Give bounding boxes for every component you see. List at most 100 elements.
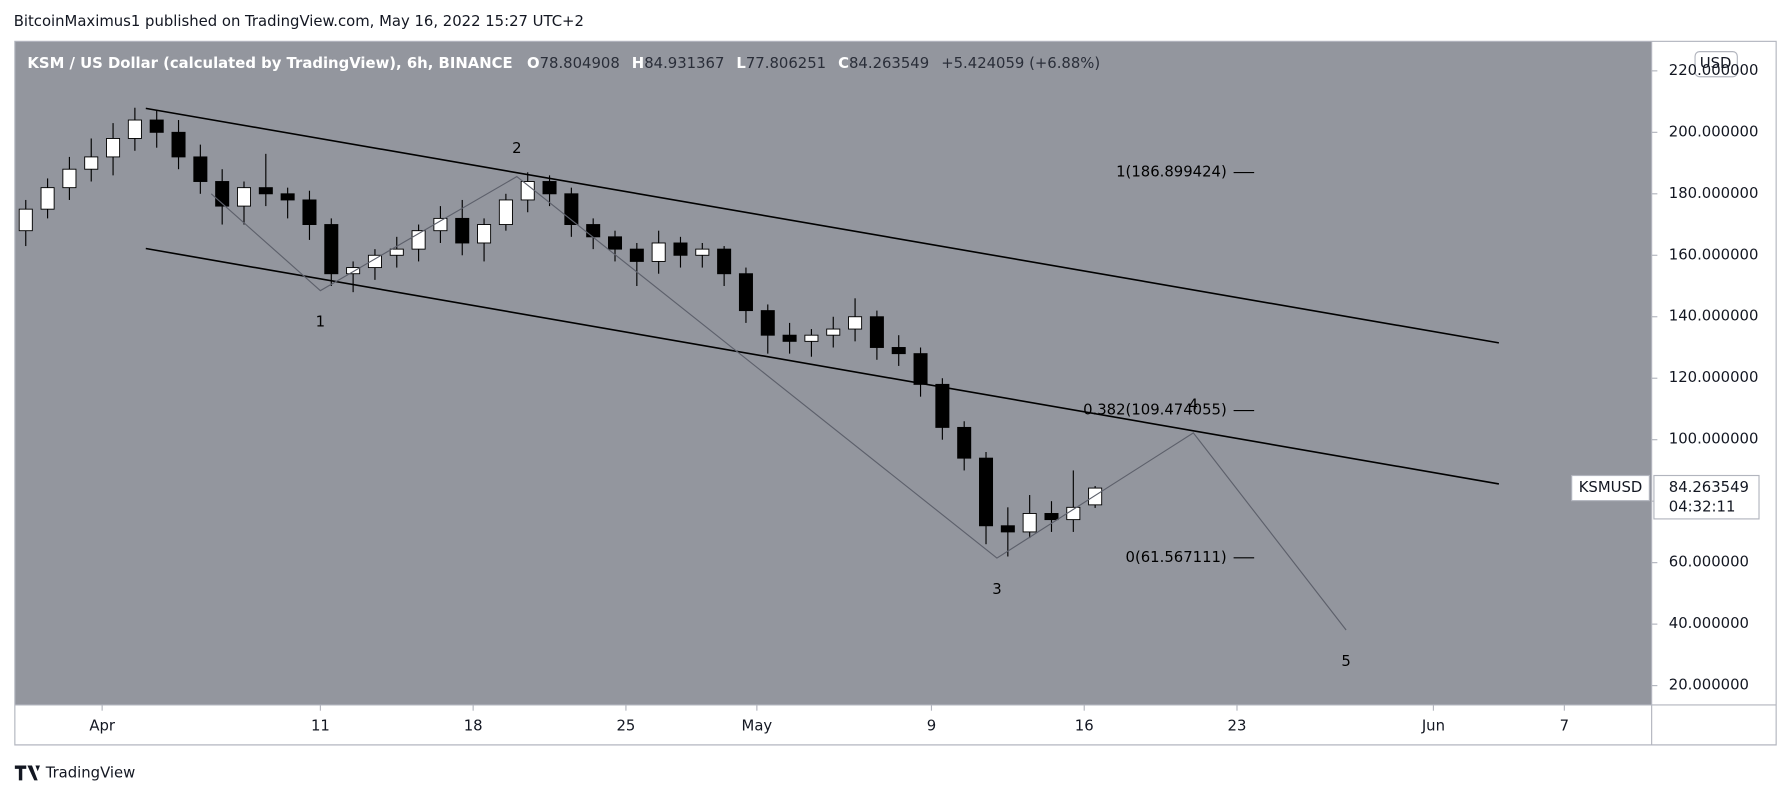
price-tag-label: 84.263549 [1669, 479, 1749, 496]
candle-body [324, 224, 339, 275]
logo: TradingView [14, 765, 136, 782]
candle-body [18, 208, 33, 232]
y-tick-label: 60.000000 [1669, 554, 1749, 571]
candle-body [1044, 513, 1059, 521]
open-value: 78.804908 [540, 55, 620, 72]
candle-body [738, 273, 753, 312]
y-tick-label: 20.000000 [1669, 677, 1749, 694]
candle-body [477, 224, 492, 244]
change-value: +5.424059 (+6.88%) [941, 55, 1100, 72]
candle-body [979, 457, 994, 527]
y-tick-label: 140.000000 [1669, 308, 1759, 325]
candle-body [193, 156, 208, 182]
currency[interactable]: USD [1700, 55, 1732, 72]
candle-body [367, 254, 382, 269]
candle-body [84, 156, 99, 170]
candle-body [935, 383, 950, 428]
chart-header: KSM / US Dollar (calculated by TradingVi… [27, 55, 1100, 72]
fib-label: 0(61.567111) [1126, 549, 1227, 566]
x-tick-label: 25 [616, 718, 635, 735]
candle-body [40, 187, 55, 210]
candle-body [62, 168, 77, 189]
candle-body [891, 347, 906, 355]
candle-body [651, 242, 666, 262]
candle-body [869, 316, 884, 348]
candle-body [215, 181, 230, 207]
currency-badge-box[interactable] [1694, 51, 1738, 78]
candle-body [957, 426, 972, 459]
candle-body [236, 187, 252, 207]
close-label: C [838, 55, 849, 72]
candle-body [760, 310, 775, 336]
y-tick-label: 120.000000 [1669, 369, 1759, 386]
candle-body [346, 267, 361, 275]
candle-body [149, 119, 164, 133]
candle-body [1088, 487, 1103, 506]
price-tag [1653, 474, 1760, 520]
high-label: H [632, 55, 644, 72]
candle-body [586, 224, 601, 238]
candle-body [1000, 525, 1015, 533]
close-value: 84.263549 [849, 55, 929, 72]
wave-path [210, 175, 1347, 631]
plot-area [14, 41, 1652, 705]
candle-body [498, 199, 513, 225]
x-tick-label: Jun [1421, 718, 1445, 735]
y-tick-label: 200.000000 [1669, 123, 1759, 140]
candle-body [826, 328, 841, 336]
candle-body [608, 236, 623, 250]
candle-body [520, 181, 535, 201]
trend-line [145, 107, 1500, 344]
marks: 1 2 3 4 5 1(186.899424) 0.382(109.474055) 0(61.… [18, 107, 1500, 670]
chart-title: KSM / US Dollar (calculated by TradingVi… [27, 55, 512, 72]
symbol-tag [1571, 474, 1650, 502]
candle-body [717, 248, 732, 275]
x-tick-label: Apr [89, 718, 116, 735]
candle-body [1022, 513, 1037, 533]
candle-body [433, 217, 448, 232]
wave-label: 3 [992, 581, 1001, 598]
x-tick-label: May [742, 718, 773, 735]
candle-body [629, 248, 644, 262]
candle-body [782, 334, 797, 342]
x-tick-label: 18 [464, 718, 483, 735]
currency-badge[interactable]: USD [1694, 51, 1738, 78]
wave-label: 2 [512, 140, 521, 157]
x-tick-label: 7 [1560, 718, 1569, 735]
candle-body [280, 193, 295, 201]
fib-label: 1(186.899424) [1116, 164, 1227, 181]
x-tick-label: 23 [1228, 718, 1247, 735]
y-tick-label: 100.000000 [1669, 431, 1759, 448]
x-tick-label: 11 [311, 718, 330, 735]
countdown: 04:32:11 [1669, 498, 1736, 515]
candle-body [389, 248, 404, 256]
y-tick-label: 180.000000 [1669, 185, 1759, 202]
y-tick-label: 40.000000 [1669, 615, 1749, 632]
x-tick-label: 16 [1075, 718, 1094, 735]
y-tick-label: 160.000000 [1669, 246, 1759, 263]
wave-label: 5 [1341, 653, 1350, 670]
candle-body [127, 119, 142, 139]
wave-label: 4 [1189, 397, 1198, 414]
brand: TradingView [45, 765, 136, 782]
publisher: BitcoinMaximus1 published on TradingView… [14, 13, 584, 30]
open-label: O [527, 55, 540, 72]
candle-body [848, 316, 863, 330]
wave-label: 1 [316, 314, 325, 331]
candle-body [673, 242, 688, 256]
candle-body [171, 131, 186, 158]
candle-body [302, 199, 317, 225]
y-tick-label: 220.000000 [1669, 62, 1759, 79]
candle-body [106, 138, 121, 158]
low-value: 77.806251 [746, 55, 826, 72]
low-label: L [736, 55, 746, 72]
candle-body [542, 181, 557, 195]
candle-body [455, 217, 470, 244]
trend-line [145, 247, 1500, 485]
fib-label: 0.382(109.474055) [1083, 402, 1227, 419]
candle-body [258, 187, 273, 195]
logo-icon [14, 765, 40, 781]
candle-body [804, 334, 819, 342]
